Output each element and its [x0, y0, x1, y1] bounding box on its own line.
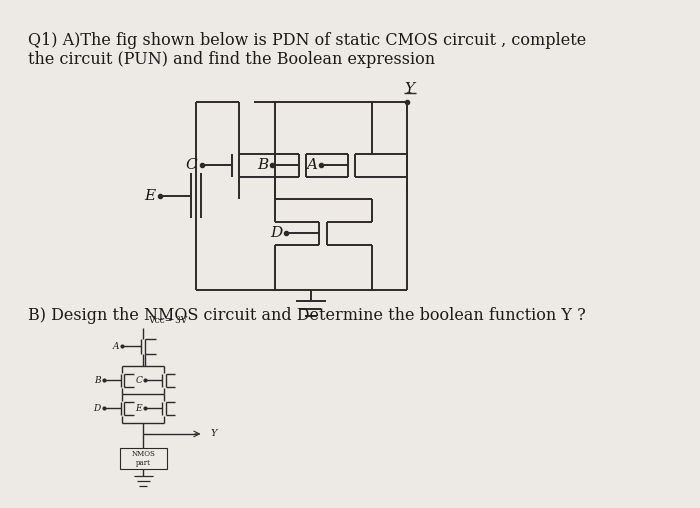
Text: E: E [144, 188, 155, 203]
Text: A: A [113, 342, 120, 351]
Text: Q1) A)The fig shown below is PDN of static CMOS circuit , complete: Q1) A)The fig shown below is PDN of stat… [28, 31, 587, 49]
Text: Vcc= 3V: Vcc= 3V [148, 315, 187, 325]
Text: D: D [270, 226, 283, 240]
Text: E: E [136, 404, 142, 413]
Text: Y: Y [211, 429, 218, 438]
Text: C: C [186, 158, 197, 172]
Text: C: C [135, 376, 142, 385]
Text: Y: Y [404, 82, 414, 96]
Bar [120, 448, 167, 469]
Text: the circuit (PUN) and find the Boolean expression: the circuit (PUN) and find the Boolean e… [28, 50, 435, 68]
Text: B: B [257, 158, 269, 172]
Text: NMOS
part: NMOS part [131, 450, 155, 467]
Text: D: D [94, 404, 101, 413]
Text: A: A [307, 158, 318, 172]
Text: B: B [94, 376, 101, 385]
Text: B) Design the NMOS circuit and Determine the boolean function Y ?: B) Design the NMOS circuit and Determine… [28, 307, 586, 324]
